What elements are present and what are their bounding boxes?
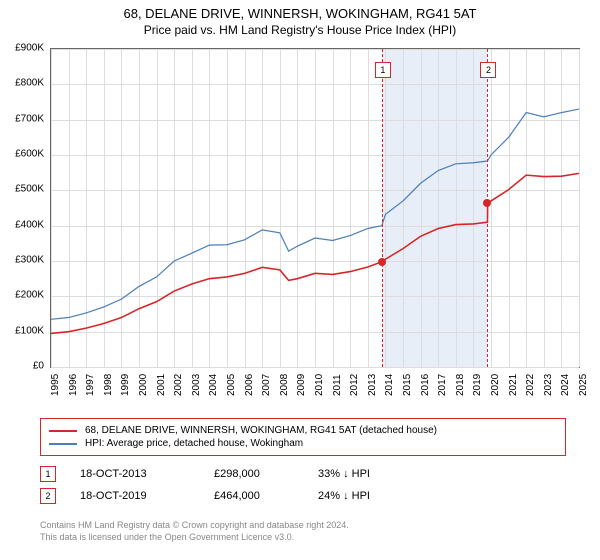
x-tick-label: 2002 <box>173 374 184 396</box>
chart-svg <box>51 49 579 367</box>
x-tick-label: 2020 <box>490 374 501 396</box>
legend-item: HPI: Average price, detached house, Woki… <box>49 438 557 449</box>
x-tick-label: 2006 <box>244 374 255 396</box>
title-sub: Price paid vs. HM Land Registry's House … <box>0 23 600 37</box>
y-axis-labels: £0£100K£200K£300K£400K£500K£600K£700K£80… <box>0 48 48 368</box>
marker-box: 1 <box>375 62 391 78</box>
x-tick-label: 2012 <box>349 374 360 396</box>
x-tick-label: 2021 <box>508 374 519 396</box>
x-tick-label: 2022 <box>525 374 536 396</box>
y-tick-label: £200K <box>15 290 44 301</box>
legend-label: HPI: Average price, detached house, Woki… <box>85 438 303 449</box>
sale-date: 18-OCT-2013 <box>80 468 190 480</box>
y-tick-label: £600K <box>15 149 44 160</box>
title-block: 68, DELANE DRIVE, WINNERSH, WOKINGHAM, R… <box>0 0 600 37</box>
sale-price: £298,000 <box>214 468 294 480</box>
x-tick-label: 2015 <box>402 374 413 396</box>
sale-marker-box: 2 <box>40 488 56 504</box>
x-tick-label: 2014 <box>384 374 395 396</box>
x-tick-label: 2004 <box>208 374 219 396</box>
sale-rows: 1 18-OCT-2013 £298,000 33% ↓ HPI 2 18-OC… <box>40 460 566 510</box>
x-tick-label: 2005 <box>226 374 237 396</box>
sale-dot <box>483 199 491 207</box>
gridline-v <box>579 49 580 367</box>
x-tick-label: 1997 <box>85 374 96 396</box>
x-tick-label: 2001 <box>156 374 167 396</box>
y-tick-label: £300K <box>15 255 44 266</box>
x-tick-label: 2007 <box>261 374 272 396</box>
y-tick-label: £900K <box>15 43 44 54</box>
y-tick-label: £100K <box>15 325 44 336</box>
x-tick-label: 1998 <box>103 374 114 396</box>
legend-item: 68, DELANE DRIVE, WINNERSH, WOKINGHAM, R… <box>49 425 557 436</box>
y-tick-label: £400K <box>15 219 44 230</box>
x-tick-label: 2003 <box>191 374 202 396</box>
gridline-h <box>51 367 579 368</box>
legend: 68, DELANE DRIVE, WINNERSH, WOKINGHAM, R… <box>40 418 566 456</box>
series-line <box>51 109 579 319</box>
x-tick-label: 2016 <box>420 374 431 396</box>
x-tick-label: 1995 <box>50 374 61 396</box>
sale-price: £464,000 <box>214 490 294 502</box>
y-tick-label: £700K <box>15 113 44 124</box>
x-tick-label: 2000 <box>138 374 149 396</box>
sale-diff: 33% ↓ HPI <box>318 468 428 480</box>
series-line <box>51 173 579 333</box>
footnote: Contains HM Land Registry data © Crown c… <box>40 520 566 543</box>
x-tick-label: 1999 <box>120 374 131 396</box>
x-tick-label: 2019 <box>472 374 483 396</box>
y-tick-label: £800K <box>15 78 44 89</box>
sale-row: 1 18-OCT-2013 £298,000 33% ↓ HPI <box>40 466 566 482</box>
y-tick-label: £0 <box>33 361 44 372</box>
x-tick-label: 2023 <box>543 374 554 396</box>
footnote-line: Contains HM Land Registry data © Crown c… <box>40 520 566 532</box>
marker-line <box>382 49 383 367</box>
x-tick-label: 2025 <box>578 374 589 396</box>
x-tick-label: 2010 <box>314 374 325 396</box>
chart-container: 68, DELANE DRIVE, WINNERSH, WOKINGHAM, R… <box>0 0 600 560</box>
x-tick-label: 2013 <box>367 374 378 396</box>
sale-row: 2 18-OCT-2019 £464,000 24% ↓ HPI <box>40 488 566 504</box>
sale-marker-box: 1 <box>40 466 56 482</box>
legend-swatch <box>49 430 77 432</box>
sale-date: 18-OCT-2019 <box>80 490 190 502</box>
legend-label: 68, DELANE DRIVE, WINNERSH, WOKINGHAM, R… <box>85 425 437 436</box>
title-main: 68, DELANE DRIVE, WINNERSH, WOKINGHAM, R… <box>0 6 600 21</box>
legend-swatch <box>49 443 77 445</box>
marker-line <box>487 49 488 367</box>
x-axis-labels: 1995 1996 1997 1998 1999 2000 2001 2002 2003 2004… <box>50 370 580 410</box>
x-tick-label: 2008 <box>279 374 290 396</box>
footnote-line: This data is licensed under the Open Gov… <box>40 532 566 544</box>
marker-box: 2 <box>480 62 496 78</box>
x-tick-label: 2017 <box>437 374 448 396</box>
x-tick-label: 1996 <box>68 374 79 396</box>
x-tick-label: 2018 <box>455 374 466 396</box>
sale-diff: 24% ↓ HPI <box>318 490 428 502</box>
x-tick-label: 2009 <box>296 374 307 396</box>
x-tick-label: 2011 <box>332 374 343 396</box>
y-tick-label: £500K <box>15 184 44 195</box>
chart-area: 12 <box>50 48 580 368</box>
sale-dot <box>378 258 386 266</box>
x-tick-label: 2024 <box>560 374 571 396</box>
